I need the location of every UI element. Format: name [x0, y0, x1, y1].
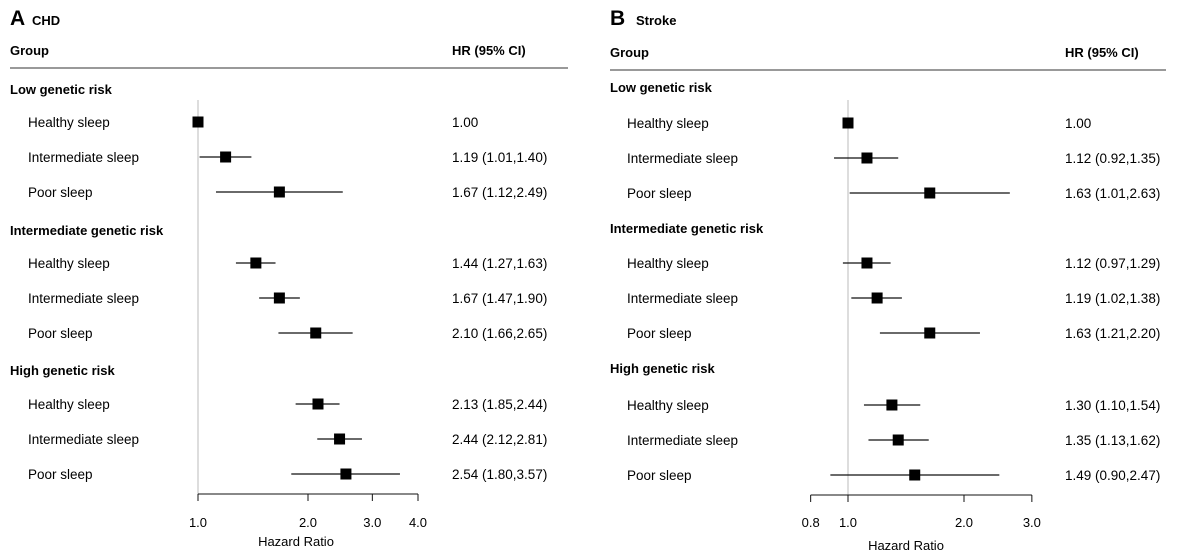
- hr-ci-text-1-0-0: 1.00: [1065, 116, 1091, 131]
- row-label-0-0-1: Intermediate sleep: [28, 150, 139, 165]
- row-label-1-1-1: Intermediate sleep: [627, 291, 738, 306]
- x-tick-label-0-1: 2.0: [299, 515, 317, 530]
- point-estimate-1-1-2: [924, 327, 936, 339]
- point-estimate-1-1-0: [861, 257, 873, 269]
- hr-ci-text-0-2-2: 2.54 (1.80,3.57): [452, 467, 547, 482]
- group-heading-1-1: Intermediate genetic risk: [610, 221, 764, 236]
- header-group-0: Group: [10, 43, 49, 58]
- x-axis-title-0: Hazard Ratio: [258, 534, 334, 549]
- row-label-0-1-1: Intermediate sleep: [28, 291, 139, 306]
- row-label-1-2-2: Poor sleep: [627, 468, 692, 483]
- hr-ci-text-0-1-2: 2.10 (1.66,2.65): [452, 326, 547, 341]
- hr-ci-text-0-2-0: 2.13 (1.85,2.44): [452, 397, 547, 412]
- panel-title-0: CHD: [32, 13, 60, 28]
- x-tick-label-0-3: 4.0: [409, 515, 427, 530]
- row-label-1-0-0: Healthy sleep: [627, 116, 709, 131]
- point-estimate-1-1-1: [871, 292, 883, 304]
- row-label-0-1-0: Healthy sleep: [28, 256, 110, 271]
- hr-ci-text-0-1-0: 1.44 (1.27,1.63): [452, 256, 547, 271]
- row-label-1-0-1: Intermediate sleep: [627, 151, 738, 166]
- point-estimate-0-0-1: [220, 151, 232, 163]
- point-estimate-1-2-1: [892, 434, 904, 446]
- hr-ci-text-0-0-2: 1.67 (1.12,2.49): [452, 185, 547, 200]
- group-heading-0-0: Low genetic risk: [10, 82, 113, 97]
- row-label-0-0-2: Poor sleep: [28, 185, 93, 200]
- hr-ci-text-1-1-1: 1.19 (1.02,1.38): [1065, 291, 1160, 306]
- row-label-0-1-2: Poor sleep: [28, 326, 93, 341]
- header-group-1: Group: [610, 45, 649, 60]
- panel-letter-0: A: [10, 7, 25, 30]
- header-hr-1: HR (95% CI): [1065, 45, 1139, 60]
- hr-ci-text-1-2-1: 1.35 (1.13,1.62): [1065, 433, 1160, 448]
- hr-ci-text-1-1-0: 1.12 (0.97,1.29): [1065, 256, 1160, 271]
- row-label-0-2-1: Intermediate sleep: [28, 432, 139, 447]
- hr-ci-text-1-2-0: 1.30 (1.10,1.54): [1065, 398, 1160, 413]
- row-label-1-2-1: Intermediate sleep: [627, 433, 738, 448]
- point-estimate-1-0-1: [861, 152, 873, 164]
- point-estimate-0-2-0: [312, 398, 324, 410]
- group-heading-1-2: High genetic risk: [610, 361, 716, 376]
- x-tick-label-0-2: 3.0: [363, 515, 381, 530]
- group-heading-0-2: High genetic risk: [10, 363, 116, 378]
- point-estimate-0-2-2: [340, 468, 352, 480]
- x-tick-label-1-2: 2.0: [955, 515, 973, 530]
- point-estimate-0-2-1: [334, 433, 346, 445]
- point-estimate-0-1-0: [250, 257, 262, 269]
- panel-title-1: Stroke: [636, 13, 676, 28]
- point-estimate-0-0-0: [192, 116, 204, 128]
- hr-ci-text-1-1-2: 1.63 (1.21,2.20): [1065, 326, 1160, 341]
- point-estimate-1-2-0: [886, 399, 898, 411]
- hr-ci-text-0-2-1: 2.44 (2.12,2.81): [452, 432, 547, 447]
- point-estimate-1-0-0: [842, 117, 854, 129]
- row-label-0-2-2: Poor sleep: [28, 467, 93, 482]
- point-estimate-0-1-2: [310, 327, 322, 339]
- hr-ci-text-0-0-1: 1.19 (1.01,1.40): [452, 150, 547, 165]
- point-estimate-1-2-2: [909, 469, 921, 481]
- x-axis-title-1: Hazard Ratio: [868, 538, 944, 553]
- hr-ci-text-1-0-1: 1.12 (0.92,1.35): [1065, 151, 1160, 166]
- hr-ci-text-0-0-0: 1.00: [452, 115, 478, 130]
- x-tick-label-1-1: 1.0: [839, 515, 857, 530]
- x-tick-label-1-3: 3.0: [1023, 515, 1041, 530]
- row-label-0-0-0: Healthy sleep: [28, 115, 110, 130]
- point-estimate-1-0-2: [924, 187, 936, 199]
- hr-ci-text-1-2-2: 1.49 (0.90,2.47): [1065, 468, 1160, 483]
- hr-ci-text-0-1-1: 1.67 (1.47,1.90): [452, 291, 547, 306]
- panel-letter-1: B: [610, 7, 625, 30]
- hr-ci-text-1-0-2: 1.63 (1.01,2.63): [1065, 186, 1160, 201]
- group-heading-0-1: Intermediate genetic risk: [10, 223, 164, 238]
- row-label-1-0-2: Poor sleep: [627, 186, 692, 201]
- point-estimate-0-1-1: [273, 292, 285, 304]
- row-label-1-2-0: Healthy sleep: [627, 398, 709, 413]
- x-tick-label-1-0: 0.8: [802, 515, 820, 530]
- group-heading-1-0: Low genetic risk: [610, 80, 713, 95]
- row-label-1-1-2: Poor sleep: [627, 326, 692, 341]
- point-estimate-0-0-2: [273, 186, 285, 198]
- header-hr-0: HR (95% CI): [452, 43, 526, 58]
- row-label-0-2-0: Healthy sleep: [28, 397, 110, 412]
- row-label-1-1-0: Healthy sleep: [627, 256, 709, 271]
- x-tick-label-0-0: 1.0: [189, 515, 207, 530]
